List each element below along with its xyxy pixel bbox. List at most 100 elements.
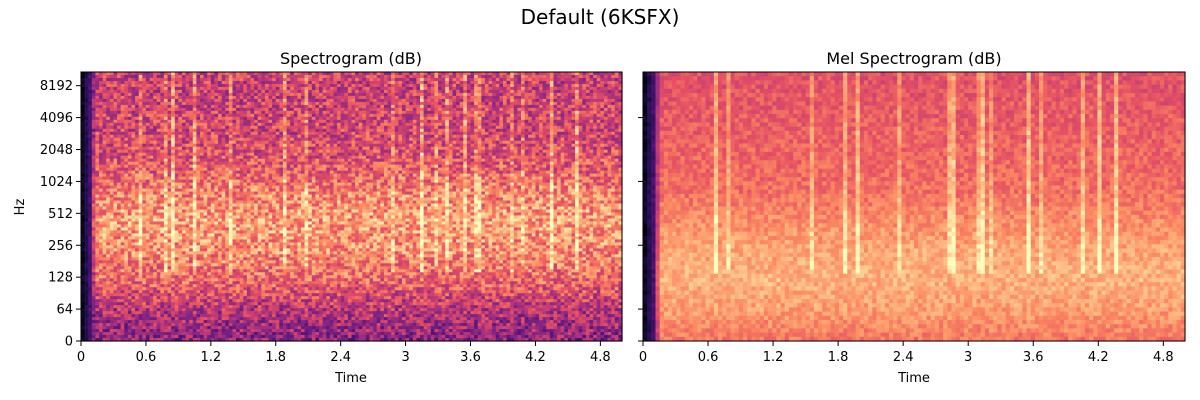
heatmap-cell bbox=[131, 191, 136, 196]
heatmap-cell bbox=[207, 98, 212, 103]
heatmap-cell bbox=[95, 197, 100, 202]
heatmap-cell bbox=[225, 185, 230, 190]
heatmap-cell bbox=[214, 305, 219, 309]
heatmap-cell bbox=[167, 236, 172, 240]
heatmap-cell bbox=[138, 212, 143, 217]
heatmap-cell bbox=[135, 185, 140, 190]
heatmap-cell bbox=[261, 74, 266, 79]
heatmap-cell bbox=[185, 77, 190, 82]
heatmap-cell bbox=[138, 272, 143, 276]
heatmap-cell bbox=[109, 152, 115, 157]
heatmap-cell bbox=[257, 212, 262, 217]
heatmap-cell bbox=[127, 242, 133, 246]
heatmap-cell bbox=[149, 188, 154, 193]
heatmap-cell bbox=[156, 74, 161, 79]
heatmap-cell bbox=[117, 317, 122, 321]
heatmap-cell bbox=[145, 203, 151, 208]
heatmap-cell bbox=[221, 149, 226, 154]
heatmap-cell bbox=[200, 311, 205, 315]
heatmap-cell bbox=[246, 230, 252, 234]
heatmap-cell bbox=[160, 224, 165, 229]
heatmap-cell bbox=[246, 299, 252, 303]
heatmap-cell bbox=[109, 80, 115, 85]
heatmap-cell bbox=[88, 164, 93, 169]
heatmap-cell bbox=[163, 260, 169, 264]
heatmap-cell bbox=[174, 230, 179, 234]
heatmap-cell bbox=[203, 72, 208, 76]
heatmap-cell bbox=[246, 155, 252, 160]
heatmap-cell bbox=[145, 179, 151, 184]
heatmap-cell bbox=[81, 320, 86, 324]
heatmap-cell bbox=[95, 314, 100, 318]
heatmap-cell bbox=[95, 152, 100, 157]
heatmap-cell bbox=[109, 332, 115, 336]
heatmap-cell bbox=[120, 119, 125, 124]
heatmap-cell bbox=[261, 251, 266, 255]
heatmap-cell bbox=[99, 101, 104, 106]
heatmap-cell bbox=[210, 86, 216, 91]
heatmap-cell bbox=[109, 218, 115, 223]
heatmap-cell bbox=[207, 89, 212, 94]
heatmap-cell bbox=[113, 290, 118, 294]
heatmap-cell bbox=[243, 158, 248, 163]
heatmap-cell bbox=[153, 206, 158, 211]
heatmap-cell bbox=[214, 149, 219, 154]
heatmap-cell bbox=[214, 152, 219, 157]
heatmap-cell bbox=[243, 119, 248, 124]
heatmap-cell bbox=[236, 173, 241, 178]
heatmap-cell bbox=[192, 182, 198, 187]
heatmap-cell bbox=[160, 215, 165, 220]
heatmap-cell bbox=[99, 194, 104, 199]
heatmap-cell bbox=[171, 248, 176, 252]
heatmap-cell bbox=[236, 311, 241, 315]
heatmap-cell bbox=[228, 218, 234, 223]
heatmap-cell bbox=[200, 116, 205, 121]
heatmap-cell bbox=[149, 236, 154, 240]
heatmap-cell bbox=[203, 122, 208, 127]
heatmap-cell bbox=[117, 143, 122, 148]
heatmap-cell bbox=[142, 284, 147, 288]
heatmap-cell bbox=[131, 329, 136, 333]
heatmap-cell bbox=[189, 305, 194, 309]
heatmap-cell bbox=[243, 131, 248, 136]
heatmap-cell bbox=[225, 146, 230, 151]
heatmap-cell bbox=[138, 230, 143, 234]
heatmap-cell bbox=[81, 287, 86, 291]
heatmap-cell bbox=[91, 74, 97, 79]
heatmap-cell bbox=[95, 146, 100, 151]
heatmap-cell bbox=[153, 317, 158, 321]
heatmap-cell bbox=[138, 122, 143, 127]
heatmap-cell bbox=[228, 206, 234, 211]
heatmap-cell bbox=[138, 239, 143, 243]
heatmap-cell bbox=[232, 296, 237, 300]
heatmap-cell bbox=[178, 260, 183, 264]
heatmap-cell bbox=[192, 317, 198, 321]
heatmap-cell bbox=[149, 101, 154, 106]
heatmap-cell bbox=[124, 299, 129, 303]
heatmap-cell bbox=[243, 257, 248, 261]
heatmap-cell bbox=[135, 104, 140, 109]
heatmap-cell bbox=[236, 182, 241, 187]
heatmap-cell bbox=[153, 236, 158, 240]
heatmap-cell bbox=[192, 287, 198, 291]
heatmap-cell bbox=[153, 134, 158, 139]
heatmap-cell bbox=[124, 155, 129, 160]
heatmap-cell bbox=[124, 140, 129, 145]
heatmap-cell bbox=[95, 239, 100, 243]
heatmap-cell bbox=[214, 296, 219, 300]
heatmap-cell bbox=[250, 245, 255, 249]
heatmap-cell bbox=[174, 83, 179, 88]
heatmap-cell bbox=[243, 338, 248, 342]
heatmap-cell bbox=[117, 260, 122, 264]
heatmap-cell bbox=[171, 272, 176, 276]
heatmap-cell bbox=[203, 221, 208, 226]
heatmap-cell bbox=[131, 299, 136, 303]
heatmap-cell bbox=[196, 113, 201, 118]
heatmap-cell bbox=[135, 302, 140, 306]
heatmap-cell bbox=[81, 122, 86, 127]
heatmap-cell bbox=[250, 98, 255, 103]
heatmap-cell bbox=[246, 182, 252, 187]
heatmap-cell bbox=[84, 320, 89, 324]
heatmap-cell bbox=[160, 95, 165, 100]
heatmap-cell bbox=[156, 218, 161, 223]
